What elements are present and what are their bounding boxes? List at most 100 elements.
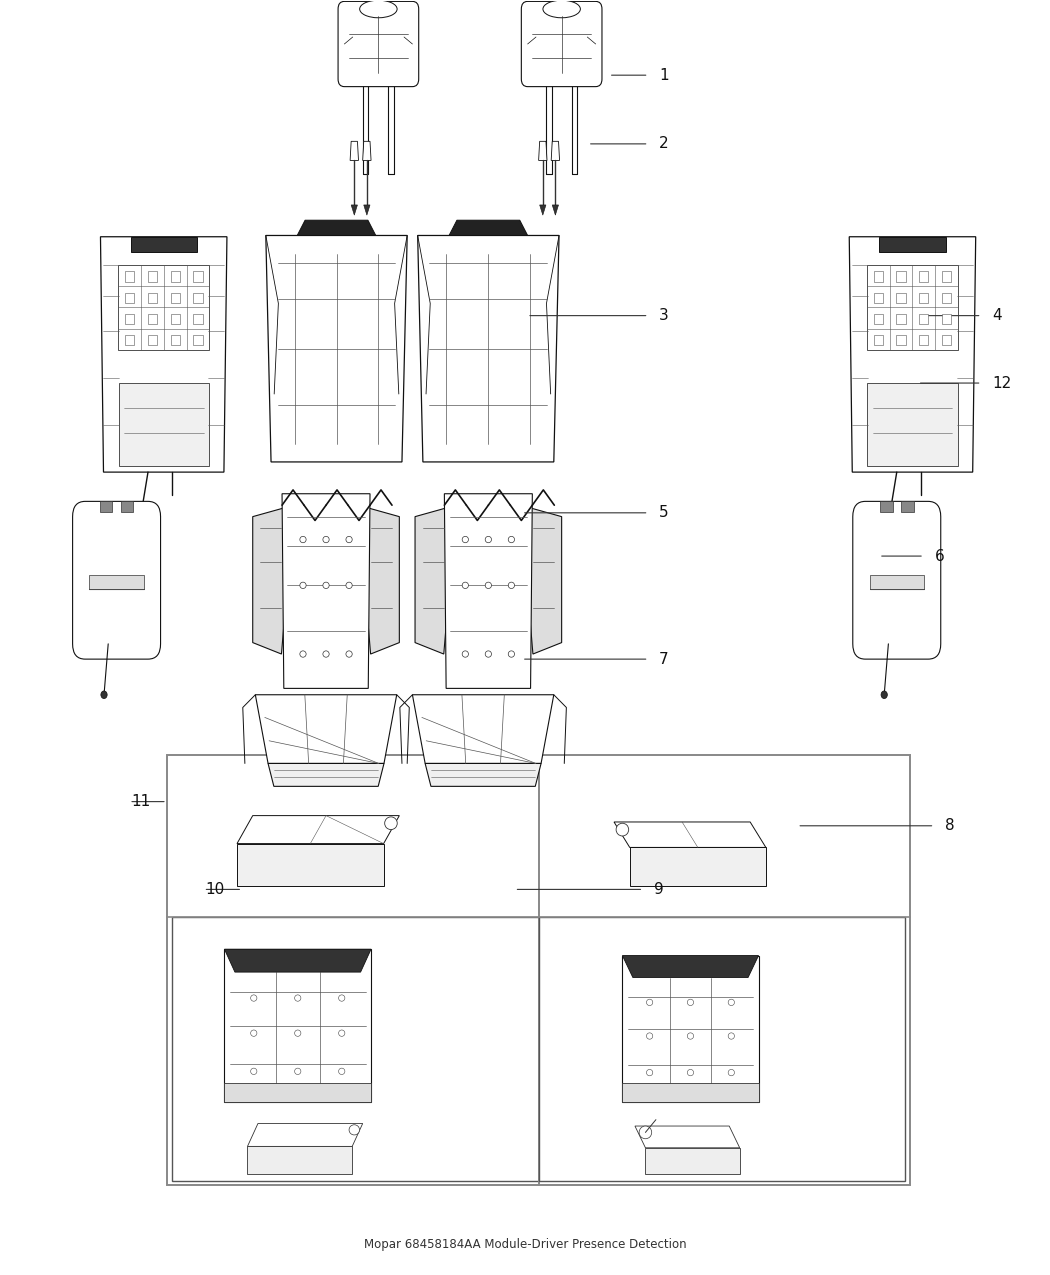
Ellipse shape: [295, 1068, 301, 1075]
Polygon shape: [623, 955, 758, 1102]
Bar: [89, 575, 144, 589]
Ellipse shape: [101, 691, 107, 699]
Ellipse shape: [688, 1033, 694, 1039]
Ellipse shape: [345, 537, 352, 543]
Bar: [170, 292, 180, 303]
Polygon shape: [253, 505, 294, 654]
Ellipse shape: [323, 650, 329, 657]
Polygon shape: [552, 205, 559, 215]
Bar: [125, 292, 134, 303]
Text: 9: 9: [654, 882, 664, 896]
Ellipse shape: [728, 1070, 734, 1076]
Polygon shape: [521, 505, 562, 654]
Bar: [867, 384, 958, 465]
Polygon shape: [350, 142, 358, 161]
Bar: [170, 272, 180, 282]
FancyBboxPatch shape: [853, 501, 941, 659]
Text: 10: 10: [206, 882, 225, 896]
Ellipse shape: [508, 650, 514, 657]
Ellipse shape: [338, 994, 344, 1001]
Polygon shape: [225, 1082, 371, 1102]
Polygon shape: [646, 1148, 739, 1174]
Ellipse shape: [338, 1068, 344, 1075]
Polygon shape: [540, 205, 546, 215]
Bar: [193, 292, 203, 303]
Bar: [119, 384, 209, 465]
Polygon shape: [248, 1123, 362, 1146]
Ellipse shape: [485, 537, 491, 543]
Bar: [879, 237, 946, 252]
Polygon shape: [225, 949, 371, 1102]
Bar: [125, 314, 134, 324]
Bar: [170, 335, 180, 346]
Polygon shape: [282, 493, 370, 688]
Bar: [880, 501, 892, 511]
Polygon shape: [415, 505, 456, 654]
Polygon shape: [449, 221, 527, 236]
Bar: [869, 575, 924, 589]
Bar: [170, 314, 180, 324]
Bar: [100, 501, 112, 511]
Text: 12: 12: [992, 376, 1011, 390]
Polygon shape: [539, 142, 547, 161]
Bar: [121, 501, 133, 511]
Ellipse shape: [251, 1030, 257, 1037]
Ellipse shape: [462, 537, 468, 543]
Ellipse shape: [485, 650, 491, 657]
Ellipse shape: [728, 1000, 734, 1006]
Ellipse shape: [462, 583, 468, 589]
Text: 3: 3: [659, 309, 669, 323]
Bar: [148, 314, 156, 324]
Bar: [125, 272, 134, 282]
FancyBboxPatch shape: [338, 1, 419, 87]
Ellipse shape: [728, 1033, 734, 1039]
Text: 7: 7: [659, 652, 669, 667]
Polygon shape: [225, 949, 371, 972]
Bar: [920, 335, 928, 346]
Bar: [942, 272, 951, 282]
Ellipse shape: [688, 1000, 694, 1006]
Polygon shape: [255, 695, 397, 764]
Polygon shape: [425, 764, 541, 787]
Ellipse shape: [616, 824, 629, 836]
Bar: [897, 272, 905, 282]
Polygon shape: [268, 764, 384, 787]
Text: 6: 6: [934, 548, 944, 564]
Ellipse shape: [323, 537, 329, 543]
Polygon shape: [248, 1146, 352, 1174]
Bar: [874, 292, 883, 303]
Bar: [942, 335, 951, 346]
Bar: [920, 272, 928, 282]
Polygon shape: [237, 816, 399, 844]
Ellipse shape: [300, 537, 307, 543]
Ellipse shape: [485, 583, 491, 589]
Polygon shape: [358, 505, 399, 654]
Ellipse shape: [349, 1125, 359, 1135]
Ellipse shape: [647, 1033, 653, 1039]
Text: 11: 11: [131, 794, 150, 810]
Ellipse shape: [647, 1070, 653, 1076]
Ellipse shape: [345, 583, 352, 589]
Bar: [148, 335, 156, 346]
Polygon shape: [266, 236, 407, 462]
Bar: [897, 335, 905, 346]
Text: 2: 2: [659, 136, 669, 152]
Bar: [125, 335, 134, 346]
Polygon shape: [418, 236, 559, 462]
Bar: [874, 335, 883, 346]
FancyBboxPatch shape: [522, 1, 602, 87]
Ellipse shape: [462, 650, 468, 657]
Ellipse shape: [295, 994, 301, 1001]
Bar: [118, 265, 209, 349]
Ellipse shape: [300, 650, 307, 657]
Polygon shape: [623, 1082, 758, 1102]
Bar: [193, 335, 203, 346]
Bar: [172, 918, 905, 1181]
Bar: [874, 314, 883, 324]
Ellipse shape: [647, 1000, 653, 1006]
Bar: [920, 292, 928, 303]
Bar: [920, 314, 928, 324]
Bar: [874, 272, 883, 282]
Ellipse shape: [543, 0, 581, 18]
Polygon shape: [413, 695, 553, 764]
